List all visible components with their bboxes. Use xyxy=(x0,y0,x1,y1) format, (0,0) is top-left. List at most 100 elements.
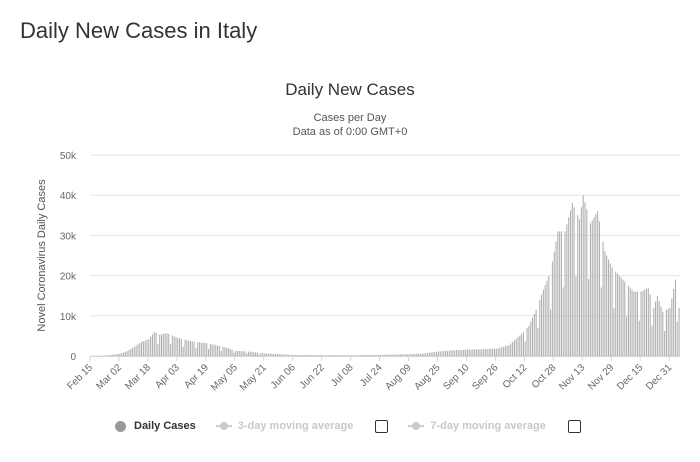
daily-case-bar xyxy=(289,354,291,356)
daily-case-bar xyxy=(376,354,378,356)
daily-case-bar xyxy=(519,335,521,356)
daily-case-bar xyxy=(238,351,240,356)
daily-case-bar xyxy=(191,341,193,356)
daily-case-bar xyxy=(483,349,485,356)
x-tick-label: Mar 18 xyxy=(123,362,153,392)
daily-case-bar xyxy=(141,341,143,356)
daily-case-bar xyxy=(195,348,197,356)
daily-case-bar xyxy=(381,354,383,356)
daily-case-bar xyxy=(206,343,208,356)
daily-case-bar xyxy=(345,355,347,356)
daily-case-bar xyxy=(490,348,492,356)
daily-case-bar xyxy=(660,306,662,356)
daily-case-bar xyxy=(569,210,572,356)
y-tick-label: 0 xyxy=(70,352,76,363)
daily-case-bar xyxy=(517,337,519,356)
daily-case-bar xyxy=(613,308,615,356)
daily-case-bar xyxy=(131,347,134,356)
legend-3day-marker xyxy=(215,421,232,431)
y-tick-label: 50k xyxy=(60,151,77,162)
daily-case-bar xyxy=(436,351,438,356)
daily-case-bar xyxy=(262,353,264,356)
legend-7day-checkbox[interactable] xyxy=(567,419,581,433)
daily-case-bar xyxy=(521,333,523,356)
daily-case-bar xyxy=(662,311,664,356)
daily-case-bar xyxy=(385,354,387,356)
daily-case-bar xyxy=(231,349,233,356)
daily-case-bar xyxy=(607,259,610,356)
y-tick-label: 20k xyxy=(60,272,77,283)
daily-case-bar xyxy=(309,355,311,356)
daily-case-bar xyxy=(193,341,195,356)
daily-case-bar xyxy=(448,350,450,356)
legend-daily-cases[interactable]: Daily Cases xyxy=(115,420,196,432)
daily-case-bar xyxy=(112,354,114,356)
x-tick-label: Dec 15 xyxy=(615,362,645,392)
y-tick-label: 10k xyxy=(60,312,77,323)
daily-case-bar xyxy=(499,347,501,356)
daily-case-bar xyxy=(492,348,494,356)
daily-case-bar xyxy=(443,351,445,356)
daily-case-bar xyxy=(566,224,568,356)
legend-daily-cases-label: Daily Cases xyxy=(134,420,196,432)
daily-case-bar xyxy=(410,354,412,356)
daily-case-bar xyxy=(296,355,298,356)
daily-case-bar xyxy=(331,355,333,356)
daily-case-bar xyxy=(318,355,320,356)
daily-case-bar xyxy=(354,355,356,356)
daily-case-bar xyxy=(626,316,628,356)
x-tick-label: Nov 29 xyxy=(586,362,616,392)
daily-case-bar xyxy=(513,340,515,356)
daily-case-bar xyxy=(361,355,363,356)
daily-case-bar xyxy=(284,354,286,356)
daily-case-bar xyxy=(246,353,248,356)
legend-7day-average[interactable]: 7-day moving average xyxy=(408,419,581,433)
daily-case-bar xyxy=(606,255,608,356)
x-tick-label: Jun 22 xyxy=(298,362,327,391)
legend-3day-checkbox[interactable] xyxy=(375,419,389,433)
daily-case-bar xyxy=(645,288,648,356)
daily-case-bar xyxy=(589,223,591,356)
daily-case-bar xyxy=(213,344,215,356)
daily-case-bar xyxy=(180,338,182,356)
daily-case-bar xyxy=(468,349,470,356)
daily-case-bar xyxy=(522,331,524,356)
daily-case-bar xyxy=(464,349,467,356)
daily-case-bar xyxy=(455,350,458,356)
daily-case-bar xyxy=(635,291,637,356)
daily-case-bar xyxy=(126,351,128,356)
daily-case-bar xyxy=(390,354,392,356)
daily-case-bar xyxy=(349,355,351,356)
legend-3day-average[interactable]: 3-day moving average xyxy=(215,419,389,433)
daily-case-bar xyxy=(218,346,220,356)
daily-case-bar xyxy=(615,271,617,356)
daily-case-bar xyxy=(222,346,224,356)
daily-case-bar xyxy=(316,355,318,356)
daily-case-bar xyxy=(271,353,273,356)
daily-case-bar xyxy=(582,195,584,356)
daily-case-bar xyxy=(651,325,653,356)
daily-case-bar xyxy=(179,338,181,356)
daily-case-bar xyxy=(311,355,313,356)
daily-case-bar xyxy=(383,354,385,356)
daily-case-bar xyxy=(550,309,552,356)
daily-case-bar xyxy=(571,203,573,356)
daily-case-bar xyxy=(166,333,168,356)
x-tick-label: Oct 12 xyxy=(501,362,530,391)
daily-case-bar xyxy=(244,351,246,356)
daily-case-bar xyxy=(144,340,146,356)
daily-case-bar xyxy=(419,353,421,356)
daily-case-bar xyxy=(303,355,306,356)
daily-case-bar xyxy=(647,287,649,356)
daily-case-bar xyxy=(122,352,125,356)
daily-case-bar xyxy=(146,339,148,356)
daily-case-bar xyxy=(541,294,543,356)
daily-case-bar xyxy=(526,327,528,356)
daily-case-bar xyxy=(256,352,258,356)
daily-case-bar xyxy=(678,307,680,356)
daily-case-bar xyxy=(593,217,595,356)
daily-case-bar xyxy=(197,342,199,356)
daily-case-bar xyxy=(300,355,302,356)
daily-case-bar xyxy=(624,281,626,356)
daily-case-bar xyxy=(110,354,112,356)
